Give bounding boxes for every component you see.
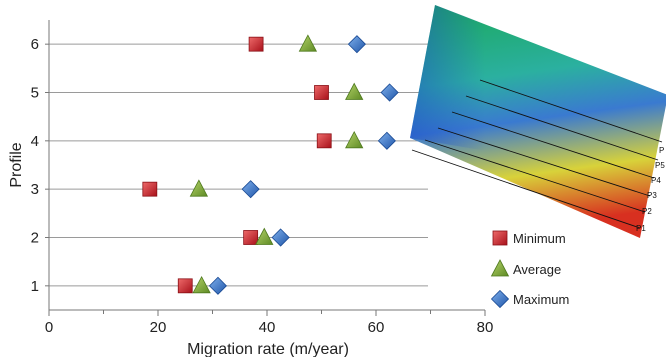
data-points <box>142 34 399 295</box>
legend-marker-minimum <box>492 230 508 246</box>
y-tick-label-4: 4 <box>31 133 39 150</box>
bathymetry-deep-area <box>410 5 560 160</box>
x-tick-label-60: 60 <box>368 319 385 336</box>
legend-marker-maximum <box>490 289 510 309</box>
x-tick-label-0: 0 <box>45 319 53 336</box>
profile-labels: P1 P2 P3 P4 P5 P <box>636 146 665 233</box>
profile-label-p: P <box>659 146 664 155</box>
point-maximum-profile-2 <box>271 228 290 247</box>
point-maximum-profile-3 <box>241 180 260 199</box>
x-axis-label: Migration rate (m/year) <box>187 341 349 357</box>
legend-label-minimum: Minimum <box>513 231 566 246</box>
profile-label-p3: P3 <box>647 191 657 200</box>
profile-line <box>411 149 641 229</box>
legend-marker-average <box>490 259 510 277</box>
point-minimum-profile-4 <box>316 133 332 149</box>
point-minimum-profile-2 <box>243 230 259 245</box>
profile-lines <box>411 79 663 229</box>
y-tick-label-6: 6 <box>31 36 39 53</box>
point-minimum-profile-3 <box>142 181 158 197</box>
point-minimum-profile-1 <box>177 278 193 294</box>
y-tick-label-5: 5 <box>31 85 39 102</box>
point-maximum-profile-4 <box>377 131 396 150</box>
y-tick-label-3: 3 <box>31 181 39 198</box>
legend-label-average: Average <box>513 262 561 277</box>
point-average-profile-6 <box>298 34 318 52</box>
axes <box>45 20 486 316</box>
point-minimum-profile-6 <box>248 36 264 52</box>
profile-line <box>465 95 659 161</box>
profile-line <box>424 139 646 213</box>
profile-label-p2: P2 <box>642 207 652 216</box>
point-maximum-profile-1 <box>208 276 228 295</box>
legend-label-maximum: Maximum <box>513 292 569 307</box>
x-tick-label-80: 80 <box>477 319 494 336</box>
point-average-profile-1 <box>192 275 211 294</box>
point-average-profile-3 <box>189 179 209 197</box>
profile-label-p1: P1 <box>636 224 646 233</box>
point-maximum-profile-6 <box>347 35 366 54</box>
x-tick-label-40: 40 <box>259 319 276 336</box>
bathymetry-inset: P1 P2 P3 P4 P5 P <box>410 5 666 238</box>
tick-labels: 0 20 40 60 80 1 2 3 4 5 6 <box>31 36 494 336</box>
y-tick-label-2: 2 <box>31 230 39 247</box>
profile-label-p5: P5 <box>655 161 665 170</box>
profile-line <box>437 127 651 197</box>
gridlines <box>49 43 428 287</box>
point-average-profile-5 <box>345 82 364 100</box>
profile-line <box>451 111 655 179</box>
y-tick-label-1: 1 <box>31 278 39 295</box>
point-average-profile-4 <box>345 130 364 149</box>
point-minimum-profile-5 <box>314 85 329 100</box>
point-average-profile-2 <box>255 227 274 245</box>
point-maximum-profile-5 <box>380 83 399 102</box>
profile-line <box>479 79 663 143</box>
y-axis-label: Profile <box>8 142 25 187</box>
legend: Minimum Average Maximum <box>490 230 569 309</box>
profile-label-p4: P4 <box>651 176 661 185</box>
x-tick-label-20: 20 <box>150 319 167 336</box>
